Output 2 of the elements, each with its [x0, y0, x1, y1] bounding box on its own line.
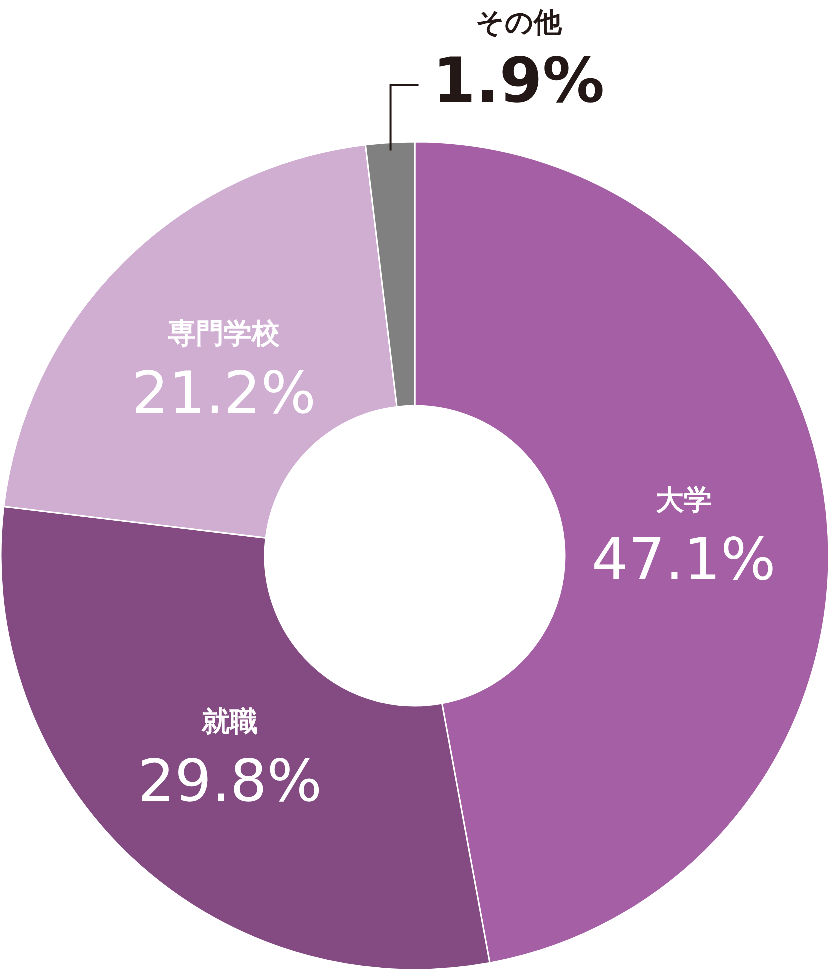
slice-label: その他 — [476, 6, 563, 39]
data-label: 1.9% — [432, 44, 605, 117]
